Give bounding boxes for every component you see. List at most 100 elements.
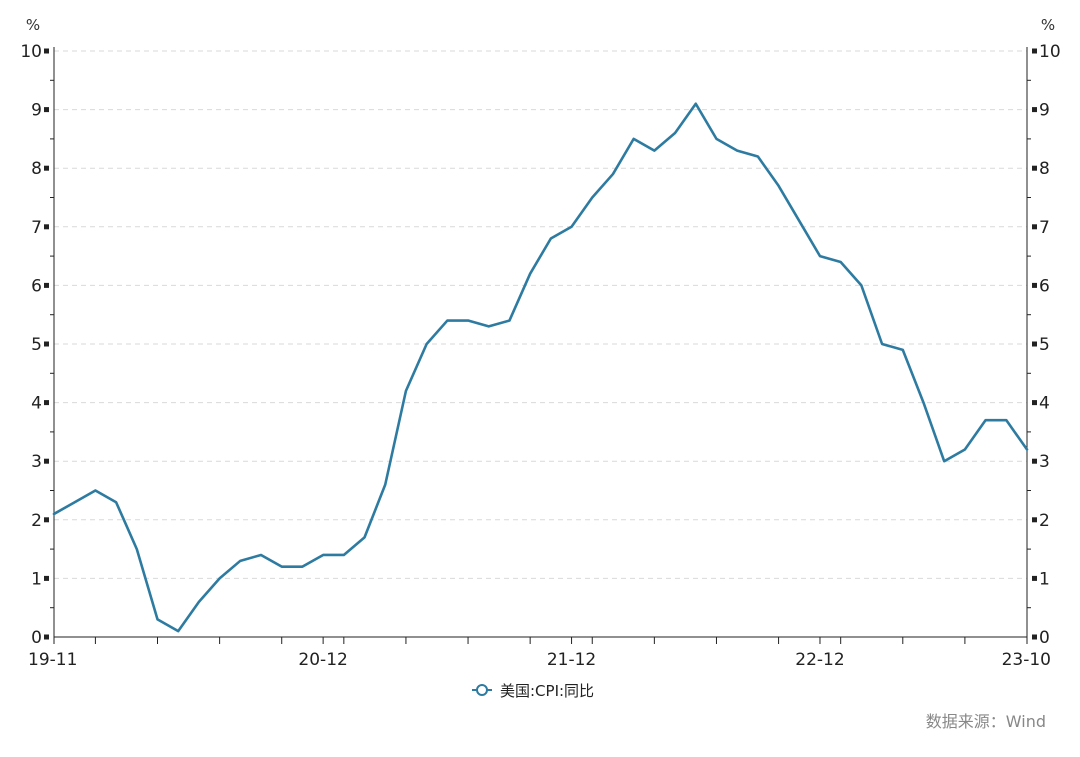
y-tick-left [44,165,49,171]
y-tick-label-right: 8 [1039,159,1050,179]
y-tick-right [1032,48,1037,54]
y-tick-label-right: 2 [1039,511,1050,531]
series-line-us-cpi-yoy [52,102,1029,633]
x-tick-label: 22-12 [795,650,844,670]
data-point [403,388,409,394]
y-tick-left [44,517,49,523]
y-tick-label-left: 4 [31,394,42,414]
data-point [486,323,492,329]
x-tick-label: 21-12 [547,650,596,670]
data-point [713,136,719,142]
x-tick-label: 23-10 [1002,650,1051,670]
right-axis-unit: % [1041,16,1055,34]
y-tick-right [1032,634,1037,640]
y-tick-left [44,48,49,54]
data-point [72,499,78,505]
y-tick-right [1032,400,1037,406]
y-tick-label-left: 0 [31,628,42,648]
data-point [1024,446,1030,452]
data-point [258,552,264,558]
y-tick-label-right: 4 [1039,394,1050,414]
data-point [175,628,181,634]
data-point [755,153,761,159]
x-tick-label: 19-11 [28,650,77,670]
y-tick-label-right: 5 [1039,335,1050,355]
data-point [196,599,202,605]
y-tick-left [44,458,49,464]
legend[interactable]: 美国:CPI:同比 [472,682,594,700]
data-point [693,101,699,107]
y-tick-right [1032,341,1037,347]
y-tick-right [1032,224,1037,230]
y-tick-label-left: 8 [31,159,42,179]
data-point [424,341,430,347]
y-tick-label-right: 0 [1039,628,1050,648]
y-tick-label-left: 10 [20,42,42,62]
data-point [527,271,533,277]
y-tick-label-right: 6 [1039,276,1050,296]
source-note: 数据来源：Wind [926,712,1046,731]
data-point [362,534,368,540]
data-point [92,488,98,494]
data-point [983,417,989,423]
y-tick-left [44,400,49,406]
axes: % % 0 0 1 1 2 2 3 3 4 4 5 5 6 6 7 7 8 8 9 9 10 10 19-11 20-12 21… [20,16,1060,670]
y-tick-label-right: 10 [1039,42,1061,62]
data-point [444,318,450,324]
data-point [962,446,968,452]
data-point [589,195,595,201]
left-axis-unit: % [26,16,40,34]
data-point [817,253,823,259]
data-point [1003,417,1009,423]
data-point [651,148,657,154]
legend-label: 美国:CPI:同比 [500,682,594,700]
data-point [465,318,471,324]
y-tick-label-left: 2 [31,511,42,531]
data-point [237,558,243,564]
y-tick-left [44,282,49,288]
y-tick-left [44,341,49,347]
data-point [320,552,326,558]
data-point [941,458,947,464]
series-lines [52,101,1030,634]
data-point [217,575,223,581]
data-point [838,259,844,265]
data-point [900,347,906,353]
y-tick-right [1032,107,1037,113]
legend-marker-icon [476,684,488,696]
y-tick-label-left: 1 [31,569,42,589]
data-point [155,616,161,622]
y-tick-right [1032,282,1037,288]
y-tick-right [1032,458,1037,464]
x-tick-label: 20-12 [298,650,347,670]
y-tick-right [1032,165,1037,171]
data-point [569,224,575,230]
data-point [548,236,554,242]
y-tick-label-right: 9 [1039,101,1050,121]
y-tick-label-right: 1 [1039,569,1050,589]
y-tick-left [44,107,49,113]
y-tick-label-right: 7 [1039,218,1050,238]
data-point [879,341,885,347]
y-tick-right [1032,517,1037,523]
y-tick-label-left: 7 [31,218,42,238]
data-point [299,564,305,570]
y-tick-label-right: 3 [1039,452,1050,472]
data-point [920,400,926,406]
data-point [113,499,119,505]
y-tick-label-left: 9 [31,101,42,121]
y-tick-label-left: 5 [31,335,42,355]
y-tick-left [44,224,49,230]
data-point [672,130,678,136]
data-point [134,546,140,552]
y-tick-label-left: 3 [31,452,42,472]
y-tick-left [44,575,49,581]
data-point [776,183,782,189]
y-tick-label-left: 6 [31,276,42,296]
data-point [631,136,637,142]
data-point [610,171,616,177]
y-tick-right [1032,575,1037,581]
data-point [858,282,864,288]
